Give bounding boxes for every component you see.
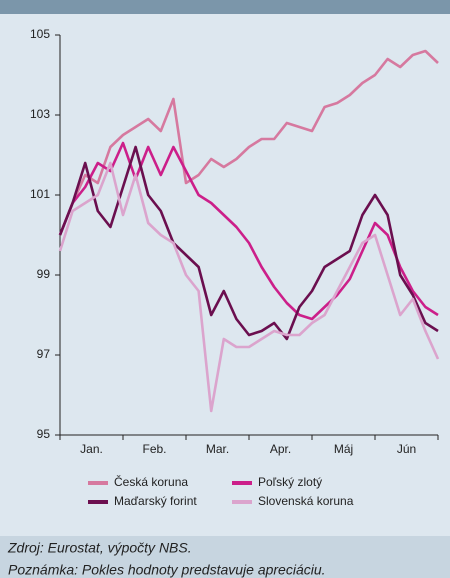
- legend-label: Slovenská koruna: [258, 494, 354, 508]
- legend-label: Maďarský forint: [114, 494, 197, 508]
- x-tick-label: Apr.: [270, 442, 291, 456]
- y-tick-label: 103: [30, 107, 50, 121]
- legend-label: Česká koruna: [114, 474, 188, 489]
- x-tick-label: Máj: [334, 442, 353, 456]
- x-tick-label: Mar.: [206, 442, 229, 456]
- footer-bg: [0, 536, 450, 578]
- y-tick-label: 99: [37, 267, 51, 281]
- source: Zdroj: Eurostat, výpočty NBS.: [7, 540, 192, 556]
- y-tick-label: 101: [30, 187, 50, 201]
- series-line: [58, 49, 439, 236]
- top-bar: [0, 0, 450, 14]
- note: Poznámka: Pokles hodnoty predstavuje apr…: [8, 562, 326, 578]
- y-tick-label: 105: [30, 27, 50, 41]
- y-tick-label: 97: [37, 347, 51, 361]
- y-tick-label: 95: [37, 427, 51, 441]
- series-line: [58, 161, 440, 413]
- x-tick-label: Jan.: [80, 442, 103, 456]
- legend-label: Poľský zlotý: [258, 475, 322, 489]
- x-tick-label: Jún: [397, 442, 416, 456]
- x-tick-label: Feb.: [142, 442, 166, 456]
- series-line: [58, 145, 439, 341]
- series-line: [58, 141, 439, 321]
